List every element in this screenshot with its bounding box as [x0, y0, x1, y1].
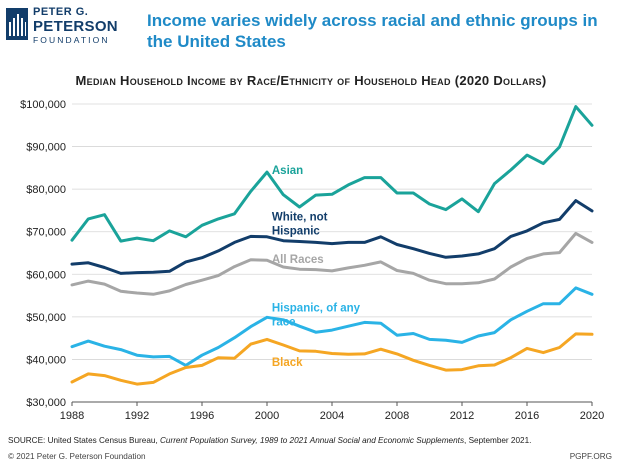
- x-tick-label: 2012: [450, 410, 474, 422]
- foundation-logo: PETER G. PETERSON FOUNDATION: [33, 7, 118, 45]
- x-tick-label: 2016: [515, 410, 539, 422]
- site-url[interactable]: PGPF.ORG: [569, 452, 612, 461]
- source-publication: Current Population Survey, 1989 to 2021 …: [160, 436, 465, 445]
- series-line-all-races: [70, 231, 594, 296]
- y-tick-label: $60,000: [26, 269, 66, 281]
- series-line-asian: [70, 105, 594, 243]
- y-tick-label: $40,000: [26, 354, 66, 366]
- y-tick-label: $30,000: [26, 397, 66, 409]
- series-label-line: All Races: [272, 254, 324, 266]
- source-note: SOURCE: United States Census Bureau, Cur…: [8, 436, 531, 445]
- y-tick-label: $80,000: [26, 184, 66, 196]
- x-tick-label: 1988: [60, 410, 84, 422]
- series-label-asian: Asian: [272, 165, 303, 177]
- chart-title: Median Household Income by Race/Ethnicit…: [75, 73, 547, 88]
- series-label-line: White, not: [272, 212, 328, 224]
- series-label-hispanic-of-any-race: Hispanic, of any race: [272, 302, 361, 328]
- series-label-black: Black: [272, 357, 303, 369]
- y-tick-label: $100,000: [20, 99, 66, 111]
- series-label-line: Hispanic: [272, 226, 321, 238]
- series-labels: Asian White, not Hispanic All Races Hispanic…: [272, 165, 361, 369]
- x-tick-label: 2000: [255, 410, 279, 422]
- x-tick-label: 1992: [125, 410, 149, 422]
- series-label-all-races: All Races: [272, 254, 324, 266]
- series-line-black: [70, 332, 594, 386]
- source-prefix: SOURCE: United States Census Bureau,: [8, 436, 160, 445]
- logo-line-3: FOUNDATION: [33, 35, 110, 45]
- series-label-white-not-hispanic: White, not Hispanic: [272, 212, 328, 238]
- axis-layer: $30,000 $40,000 $50,000 $60,000 $70,000 $80,0…: [20, 99, 604, 422]
- x-tick-label: 2008: [385, 410, 409, 422]
- source-suffix: , September 2021.: [464, 436, 532, 445]
- copyright: © 2021 Peter G. Peterson Foundation: [8, 452, 146, 461]
- series-label-line: Asian: [272, 165, 303, 177]
- x-tick-label: 2020: [580, 410, 604, 422]
- series-line-hispanic-of-any-race: [70, 286, 594, 367]
- y-tick-label: $90,000: [26, 142, 66, 154]
- logo-line-1: PETER G.: [33, 6, 89, 18]
- x-tick-label: 1996: [190, 410, 214, 422]
- series-label-line: Black: [272, 357, 303, 369]
- series-label-line: race: [272, 316, 296, 328]
- headline: Income varies widely across racial and e…: [147, 11, 598, 51]
- y-tick-label: $70,000: [26, 227, 66, 239]
- logo-mark: [6, 8, 28, 40]
- x-tick-label: 2004: [320, 410, 344, 422]
- series-line-white-not-hispanic: [70, 199, 594, 275]
- y-tick-label: $50,000: [26, 312, 66, 324]
- series-label-line: Hispanic, of any: [272, 302, 361, 314]
- series-layer: [70, 105, 594, 386]
- logo-line-2: PETERSON: [33, 18, 118, 35]
